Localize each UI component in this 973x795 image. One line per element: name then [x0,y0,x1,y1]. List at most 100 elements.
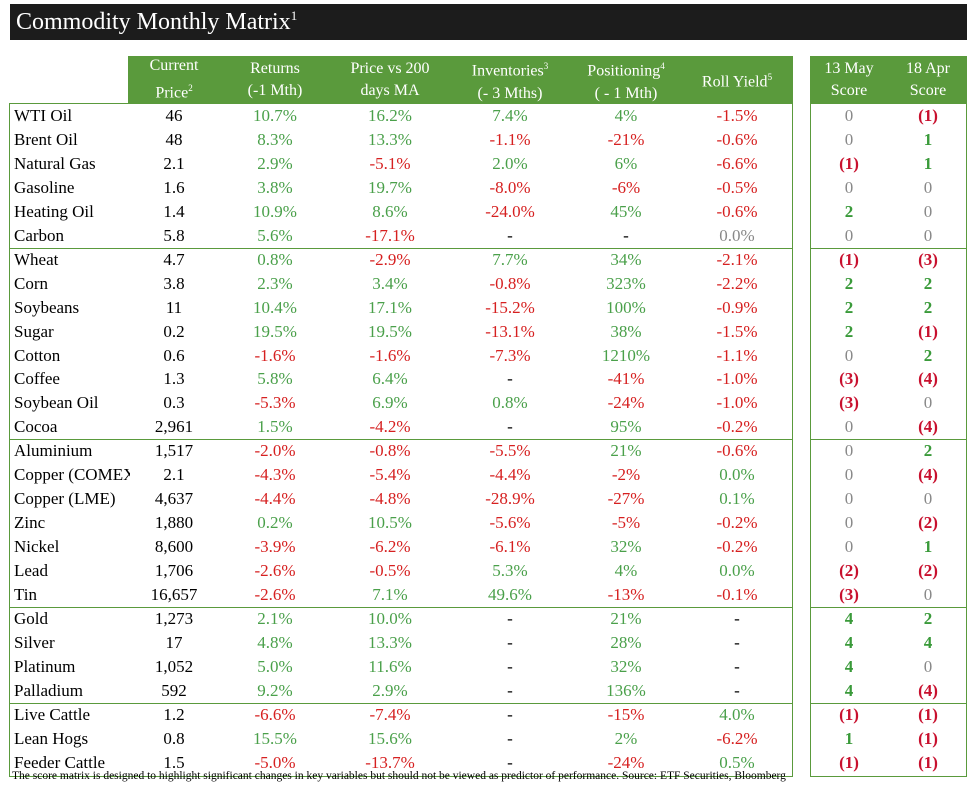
row-value-pos: 21% [610,441,642,461]
row-value-apr: (1) [918,106,938,125]
row-value-roll: 0.5% [719,752,755,772]
row-value-inv: -15.2% [485,297,535,317]
row-value-ma: 13.3% [368,129,412,149]
row-value-pos: 28% [610,632,642,652]
row-value-price: 3.8 [163,273,185,293]
row-name: Brent Oil [14,129,78,149]
header-roll-yield: Roll Yield5 [682,57,792,103]
row-value-returns: 15.5% [253,728,297,748]
row-value-roll: -1.0% [716,393,758,413]
row-value-apr: (4) [918,680,938,700]
group-divider [9,439,793,441]
group-divider [9,247,793,249]
row-value-inv: -5.6% [489,513,531,533]
row-value-apr: 0 [923,656,933,676]
row-value-inv: -5.5% [489,441,531,461]
row-value-returns: 19.5% [253,321,297,341]
row-value-apr: 2 [923,608,933,628]
row-value-may: (3) [839,369,859,389]
row-value-roll: -0.2% [716,417,758,437]
row-value-may: 0 [844,441,854,461]
row-value-pos: 1210% [601,345,651,365]
row-name: Nickel [14,537,60,557]
row-value-apr: 0 [923,177,933,197]
row-value-ma: 2.9% [372,680,408,700]
row-value-returns: 4.8% [257,632,293,652]
row-value-may: (3) [839,585,859,604]
row-value-roll: -0.2% [716,513,758,533]
row-value-returns: -2.6% [254,585,296,604]
row-value-roll: -2.1% [716,249,758,269]
row-value-price: 1,052 [154,656,194,676]
row-value-roll: - [734,680,740,700]
row-name: Gold [14,608,48,628]
row-value-price: 592 [161,680,187,700]
row-value-inv: - [507,369,513,389]
row-name: WTI Oil [14,106,73,125]
row-value-pos: -15% [607,704,645,724]
row-value-apr: (2) [918,513,938,533]
row-value-price: 1.2 [163,704,185,724]
row-value-price: 0.6 [163,345,185,365]
row-value-inv: 7.7% [492,249,528,269]
row-value-may: 4 [844,680,854,700]
row-value-ma: 10.0% [368,608,412,628]
row-value-may: 0 [844,489,854,509]
row-value-returns: -5.0% [254,752,296,772]
group-divider [810,606,967,608]
row-value-pos: -41% [607,369,645,389]
row-value-may: 0 [844,465,854,485]
row-value-inv: - [507,608,513,628]
header-roll-yield-label: Roll Yield5 [701,72,773,91]
row-value-pos: -27% [607,489,645,509]
row-value-roll: -0.6% [716,129,758,149]
row-value-pos: 136% [606,680,646,700]
row-value-ma: 19.7% [368,177,412,197]
header-18-apr-score-label: 18 Apr Score [906,60,950,99]
row-value-ma: -7.4% [369,704,411,724]
row-value-ma: 3.4% [372,273,408,293]
row-value-returns: -1.6% [254,345,296,365]
row-value-apr: (3) [918,249,938,269]
row-value-inv: 0.8% [492,393,528,413]
row-value-pos: -24% [607,752,645,772]
row-value-price: 5.8 [163,225,185,245]
row-name: Soybean Oil [14,393,99,413]
row-value-pos: 2% [614,728,638,748]
row-value-inv: - [507,752,513,772]
row-value-may: 0 [844,225,854,245]
row-value-roll: 4.0% [719,704,755,724]
row-value-inv: -1.1% [489,129,531,149]
group-divider [9,606,793,608]
row-value-roll: -0.6% [716,441,758,461]
row-value-ma: 19.5% [368,321,412,341]
row-name: Zinc [14,513,46,533]
row-value-apr: 0 [923,225,933,245]
row-value-apr: 2 [923,441,933,461]
row-value-returns: 5.6% [257,225,293,245]
row-value-roll: - [734,656,740,676]
row-name: Silver [14,632,55,652]
row-value-returns: 10.9% [253,201,297,221]
row-value-pos: 21% [610,608,642,628]
row-value-pos: 95% [610,417,642,437]
row-value-price: 2.1 [163,465,185,485]
row-value-ma: -4.8% [369,489,411,509]
row-name: Carbon [14,225,65,245]
group-divider [810,247,967,249]
row-name: Cocoa [14,417,58,437]
row-value-apr: 0 [923,201,933,221]
row-value-inv: -0.8% [489,273,531,293]
row-value-inv: - [507,728,513,748]
row-value-pos: -21% [607,129,645,149]
row-value-inv: - [507,656,513,676]
header-positioning-label: Positioning4( - 1 Mth) [587,61,665,102]
row-value-may: (1) [839,704,859,724]
row-value-may: 2 [844,273,854,293]
row-value-pos: 34% [610,249,642,269]
row-value-may: 4 [844,632,854,652]
row-value-ma: -13.7% [365,752,415,772]
row-value-pos: 45% [610,201,642,221]
row-value-may: 0 [844,537,854,557]
row-value-ma: 10.5% [368,513,412,533]
